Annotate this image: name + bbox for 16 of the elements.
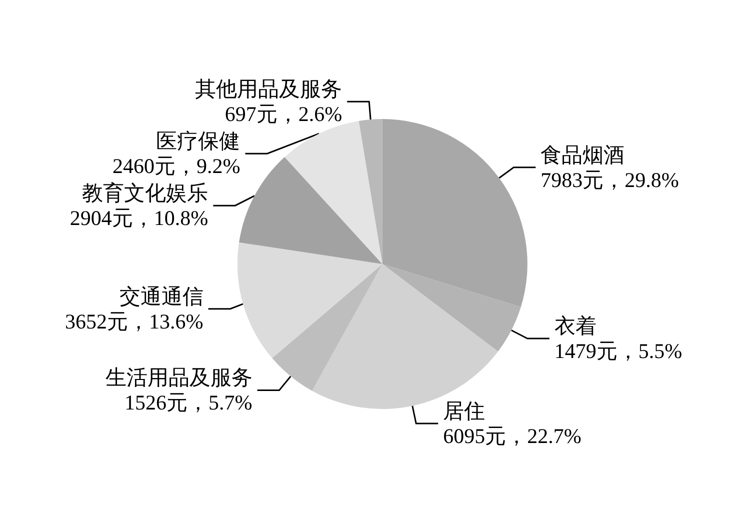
slice-label: 生活用品及服务 <box>105 366 252 390</box>
data-label: 3652元，13.6% <box>65 309 204 334</box>
data-label: 1479元，5.5% <box>554 338 682 363</box>
data-label: 2460元，9.2% <box>112 154 240 178</box>
slice-label: 居住 <box>443 398 486 423</box>
slice-label: 食品烟酒 <box>540 142 625 167</box>
slice-label: 教育文化娱乐 <box>82 181 208 206</box>
slice-label: 医疗保健 <box>156 129 240 154</box>
data-label: 1526元，5.7% <box>124 390 252 415</box>
slice-label: 衣着 <box>554 314 596 338</box>
data-label: 2904元，10.8% <box>70 206 208 230</box>
slice-label: 交通通信 <box>119 284 204 308</box>
data-label: 6095元，22.7% <box>443 424 582 448</box>
data-label: 7983元，29.8% <box>540 168 679 192</box>
data-label: 697元，2.6% <box>224 102 342 126</box>
slice-label: 其他用品及服务 <box>195 77 342 102</box>
